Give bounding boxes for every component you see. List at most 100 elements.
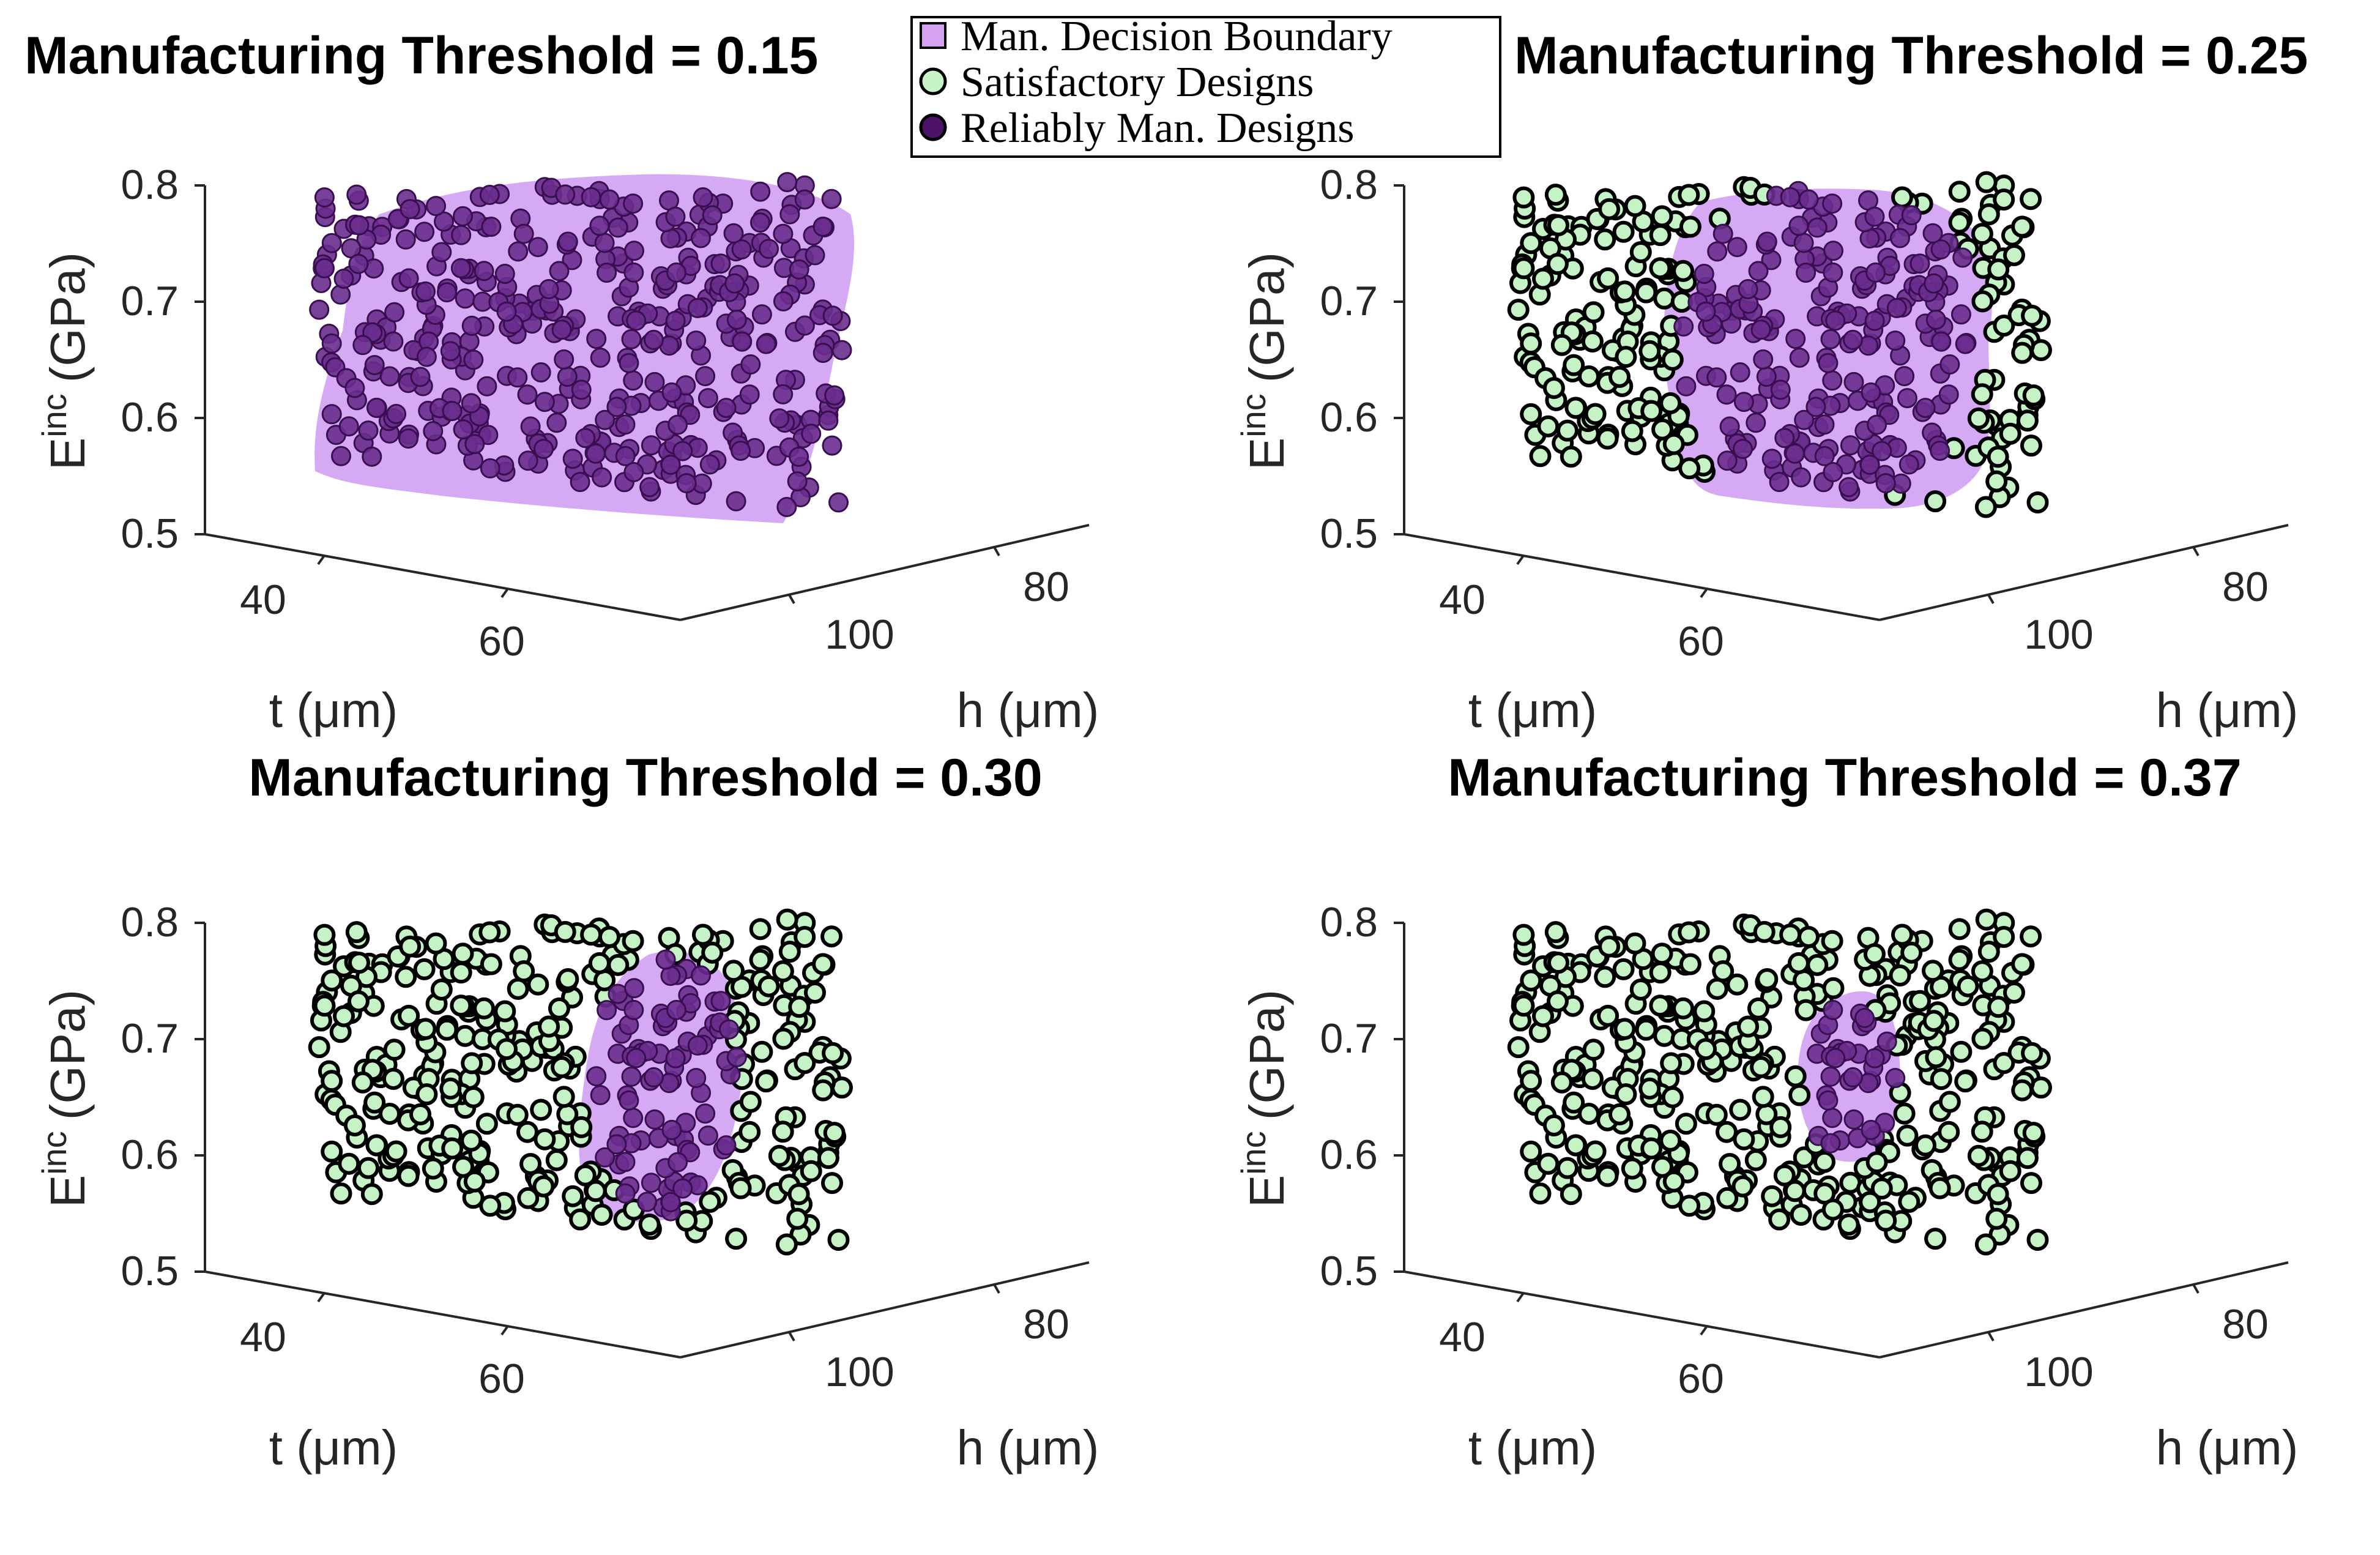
satisfactory-point — [1706, 977, 1728, 1000]
x-tick-label: 60 — [1678, 618, 1724, 665]
reliable-point — [1885, 330, 1906, 351]
satisfactory-point — [1556, 1157, 1579, 1179]
satisfactory-point — [1974, 496, 1997, 518]
reliable-point — [1733, 392, 1754, 412]
reliable-point — [1864, 310, 1885, 331]
reliable-point — [776, 497, 797, 517]
legend-label: Reliably Man. Designs — [961, 105, 1355, 152]
reliable-point — [1864, 206, 1885, 227]
satisfactory-point — [1870, 1177, 1893, 1200]
satisfactory-point — [2022, 384, 2045, 407]
reliable-point — [821, 188, 842, 209]
satisfactory-point — [1806, 953, 1829, 976]
reliable-point — [1785, 329, 1806, 349]
satisfactory-point — [1529, 1182, 1552, 1205]
satisfactory-point — [738, 1121, 761, 1143]
x-axis-line — [204, 533, 681, 621]
satisfactory-point — [473, 997, 496, 1020]
satisfactory-point — [1787, 952, 1810, 974]
reliable-point — [1924, 273, 1944, 294]
reliable-point — [474, 261, 494, 282]
reliable-point — [508, 241, 529, 262]
satisfactory-point — [1957, 975, 1979, 998]
satisfactory-point — [1653, 1024, 1676, 1047]
satisfactory-point — [1597, 1004, 1620, 1027]
satisfactory-point — [772, 1027, 795, 1050]
reliable-point — [426, 196, 446, 217]
reliable-point — [1930, 441, 1950, 461]
reliable-point — [398, 268, 419, 289]
satisfactory-point — [1865, 1151, 1888, 1174]
satisfactory-point — [1621, 1157, 1643, 1180]
satisfactory-point — [1560, 446, 1582, 468]
reliable-point — [750, 181, 771, 202]
reliable-point — [1805, 397, 1826, 417]
reliable-point — [527, 237, 548, 258]
reliable-point — [710, 991, 731, 1012]
satisfactory-point — [1788, 1084, 1811, 1106]
reliable-point — [672, 441, 693, 461]
reliable-point — [732, 331, 753, 352]
satisfactory-point — [1662, 1170, 1685, 1193]
reliable-point — [431, 242, 452, 263]
reliable-point — [1823, 999, 1843, 1020]
satisfactory-point — [519, 1153, 542, 1175]
reliable-point — [1757, 231, 1777, 252]
x-tick-label: 40 — [240, 576, 286, 623]
satisfactory-point — [1893, 1102, 1916, 1125]
satisfactory-point — [1640, 400, 1663, 422]
satisfactory-point — [507, 977, 529, 1000]
satisfactory-points — [308, 908, 853, 1256]
satisfactory-point — [775, 1233, 798, 1256]
reliable-point — [695, 1103, 716, 1124]
z-tick-label: 0.7 — [121, 1015, 179, 1062]
z-ticks: 0.8 0.7 0.6 0.5 — [1320, 162, 1404, 557]
reliable-point — [594, 233, 615, 253]
satisfactory-point — [462, 1086, 485, 1108]
satisfactory-point — [478, 921, 501, 944]
satisfactory-point — [1547, 952, 1569, 974]
axes-frame — [1403, 185, 2289, 621]
satisfactory-point — [2021, 304, 2043, 327]
reliable-point — [1915, 398, 1936, 419]
satisfactory-point — [1507, 299, 1530, 321]
reliable-point — [1814, 414, 1835, 435]
reliable-point — [606, 397, 627, 417]
satisfactory-point — [1529, 445, 1552, 468]
reliable-point — [455, 288, 475, 309]
satisfactory-point — [1582, 301, 1605, 324]
reliable-point — [621, 329, 642, 349]
reliable-point — [1733, 439, 1753, 460]
y-ticks: 100 80 — [788, 1284, 1069, 1395]
satisfactory-point — [729, 1177, 752, 1199]
reliable-point — [751, 304, 772, 325]
satisfactory-point — [1544, 184, 1567, 206]
satisfactory-point — [2003, 244, 2025, 266]
satisfactory-point — [321, 1140, 343, 1163]
reliable-point — [731, 239, 752, 260]
satisfactory-point — [413, 958, 436, 980]
reliable-point — [575, 428, 596, 449]
satisfactory-point — [820, 925, 843, 948]
reliable-point — [1859, 454, 1880, 475]
x-tick-mark — [500, 1325, 509, 1336]
reliable-point — [1673, 316, 1694, 337]
reliable-points — [1673, 181, 1977, 502]
reliable-points — [309, 172, 852, 517]
satisfactory-point — [460, 1129, 483, 1152]
satisfactory-point — [1761, 1185, 1783, 1207]
satisfactory-point — [422, 1157, 444, 1180]
satisfactory-point — [768, 1144, 790, 1167]
satisfactory-point — [557, 968, 579, 990]
x-ticks: 40 60 — [1439, 1292, 1724, 1402]
reliable-point — [1791, 467, 1812, 488]
satisfactory-point — [725, 1228, 748, 1250]
reliable-point — [1719, 416, 1740, 437]
satisfactory-point — [1987, 1183, 2009, 1206]
satisfactory-point — [1971, 1027, 1994, 1050]
satisfactory-point — [755, 1070, 778, 1093]
satisfactory-point — [1925, 1046, 1947, 1068]
x-tick-label: 40 — [240, 1314, 286, 1360]
satisfactory-point — [749, 949, 772, 971]
satisfactory-point — [1971, 1121, 1993, 1143]
